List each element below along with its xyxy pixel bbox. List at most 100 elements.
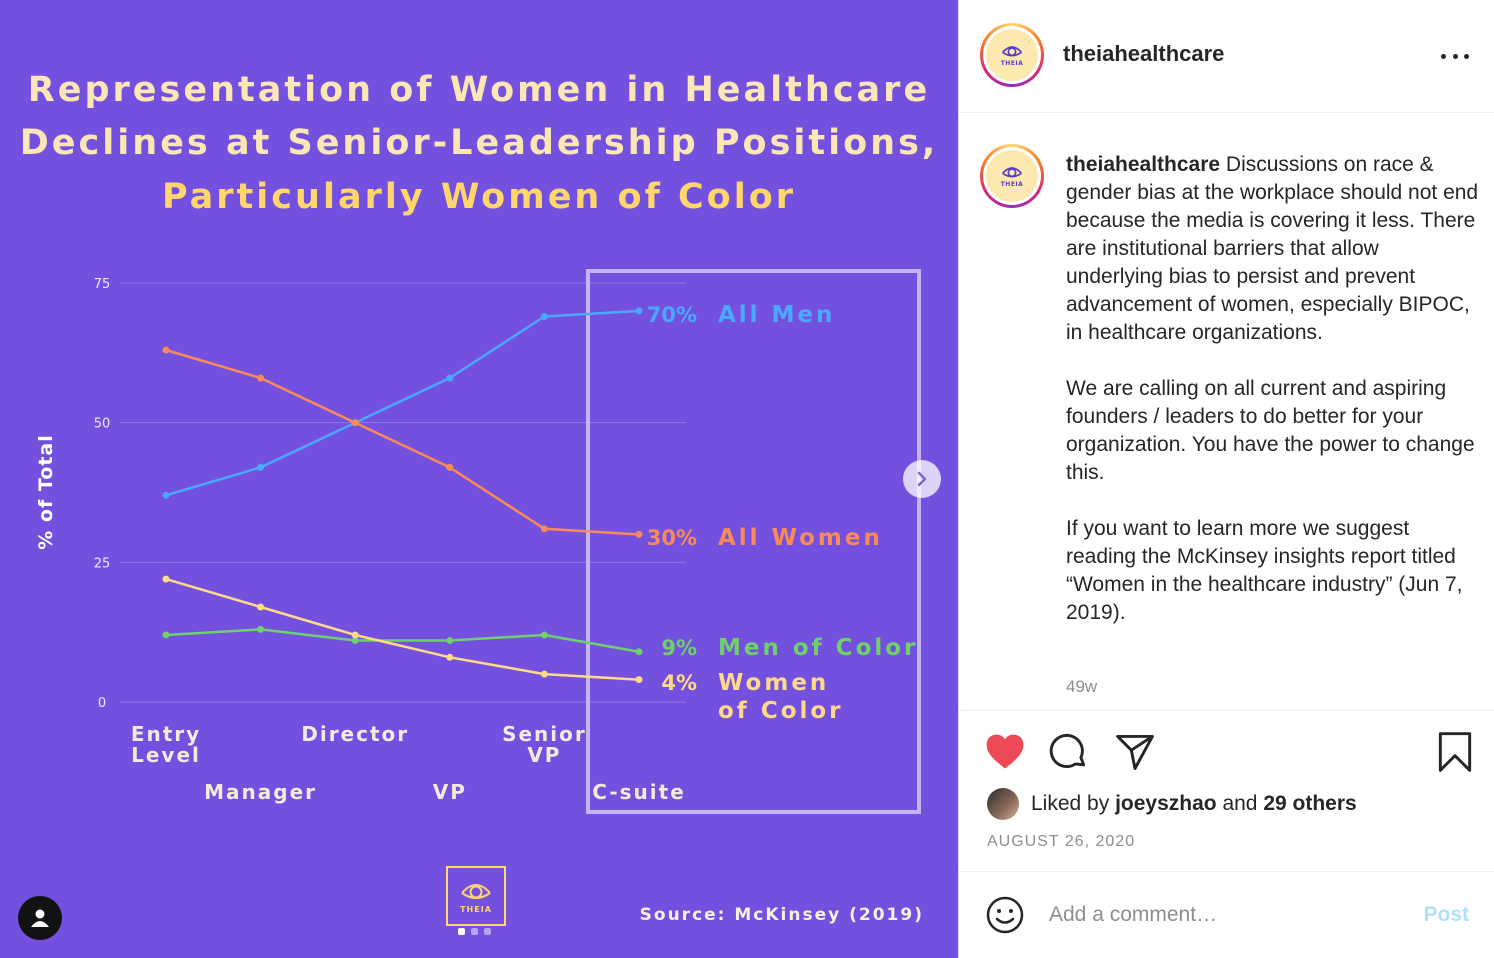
data-point — [446, 637, 454, 645]
series-name-label: All Men — [718, 302, 835, 328]
likes-others[interactable]: 29 others — [1263, 792, 1357, 815]
caption-avatar[interactable]: THEIA — [980, 144, 1044, 208]
carousel-dot — [471, 928, 478, 935]
y-axis-label: % of Total — [35, 434, 57, 550]
y-tick-label: 0 — [98, 696, 106, 711]
comment-icon — [1049, 733, 1086, 768]
data-point — [162, 346, 170, 354]
user-icon — [31, 909, 49, 927]
chart-title-line-3: Particularly Women of Color — [161, 177, 797, 217]
caption-username[interactable]: theiahealthcare — [1066, 153, 1221, 176]
data-point — [635, 648, 643, 656]
data-point — [540, 313, 548, 321]
header-avatar[interactable]: THEIA — [980, 23, 1044, 87]
liker-avatar[interactable] — [987, 788, 1019, 820]
series-name-label: All Women — [718, 525, 883, 551]
data-point — [351, 631, 359, 639]
data-point — [540, 631, 548, 639]
c-suite-highlight-box — [586, 269, 921, 814]
series-line-men-of-color — [165, 628, 640, 653]
post-comment-button[interactable]: Post — [1423, 903, 1469, 926]
emoji-button[interactable] — [985, 895, 1025, 935]
next-slide-button[interactable] — [903, 460, 941, 498]
data-point — [635, 676, 643, 684]
series-lines — [165, 309, 640, 681]
data-point — [446, 374, 454, 382]
data-point — [635, 307, 643, 315]
data-point — [540, 670, 548, 678]
y-axis-ticks: 0 25 50 75 — [94, 277, 111, 711]
data-point — [635, 530, 643, 538]
data-point — [257, 463, 265, 471]
chart-gridlines — [120, 282, 686, 703]
theia-eye-icon — [1002, 167, 1022, 178]
like-button[interactable] — [983, 730, 1027, 774]
liker-username[interactable]: joeyszhao — [1115, 792, 1217, 815]
post-image: Representation of Women in Healthcare De… — [0, 0, 958, 958]
data-point — [162, 575, 170, 583]
chevron-right-icon — [917, 471, 927, 487]
theia-logo: THEIA — [446, 866, 506, 926]
caption-paragraph-3: If you want to learn more we suggest rea… — [1066, 517, 1463, 624]
data-point — [162, 491, 170, 499]
paper-plane-icon — [1116, 734, 1154, 770]
x-category-label: Senior VP — [502, 722, 587, 767]
data-point — [257, 603, 265, 611]
smiley-icon — [986, 896, 1024, 934]
more-options-icon[interactable] — [1441, 46, 1469, 66]
avatar-brand-text: THEIA — [1000, 60, 1024, 67]
series-end-value: 30% — [647, 526, 697, 550]
comment-button[interactable] — [1047, 730, 1091, 774]
carousel-dot — [484, 928, 491, 935]
data-point — [257, 625, 265, 633]
source-citation: Source: McKinsey (2019) — [639, 905, 924, 925]
series-points — [162, 307, 643, 684]
carousel-dot — [458, 928, 465, 935]
y-tick-label: 75 — [94, 277, 111, 292]
likes-summary: Liked by joeyszhao and 29 others — [987, 788, 1357, 820]
header-username[interactable]: theiahealthcare — [1063, 41, 1225, 66]
data-point — [257, 374, 265, 382]
comment-form: Post — [959, 873, 1494, 958]
tagged-users-button[interactable] — [18, 896, 62, 940]
bookmark-icon — [1438, 732, 1472, 772]
post-caption: theiahealthcare Discussions on race & ge… — [1066, 151, 1481, 655]
data-point — [446, 463, 454, 471]
heart-icon — [986, 734, 1024, 769]
theia-eye-icon — [461, 883, 491, 899]
caption-paragraph-2: We are calling on all current and aspiri… — [1066, 377, 1475, 484]
post-date: AUGUST 26, 2020 — [987, 833, 1136, 850]
x-category-label: Manager — [204, 780, 317, 804]
avatar-brand-text: THEIA — [1000, 181, 1024, 188]
save-button[interactable] — [1433, 730, 1477, 774]
post-sidebar: THEIA theiahealthcare THEIA theiahealth — [958, 0, 1494, 958]
data-point — [540, 525, 548, 533]
chart-title-line-2: Declines at Senior-Leadership Positions, — [19, 123, 939, 163]
likes-prefix: Liked by — [1031, 792, 1110, 815]
series-end-labels: 70% All Men 30% All Women 9% Men of Color 4% Wo… — [647, 302, 918, 724]
comment-input[interactable] — [1049, 897, 1389, 933]
data-point — [351, 637, 359, 645]
series-end-value: 4% — [661, 671, 697, 695]
caption-area: THEIA theiahealthcare Discussions on rac… — [959, 114, 1494, 711]
data-point — [446, 653, 454, 661]
post-actions: Liked by joeyszhao and 29 others AUGUST … — [959, 712, 1494, 872]
series-end-value: 9% — [661, 636, 697, 660]
post-age[interactable]: 49w — [1066, 677, 1098, 696]
carousel-indicator — [458, 928, 491, 935]
theia-eye-icon — [1002, 46, 1022, 57]
series-name-label: Men of Color — [718, 635, 918, 661]
chart-title-line-1: Representation of Women in Healthcare — [27, 70, 931, 110]
x-category-label: VP — [433, 780, 467, 804]
x-category-label: Entry Level — [131, 722, 201, 767]
series-line-all-men — [165, 309, 640, 497]
y-tick-label: 50 — [94, 417, 111, 432]
likes-middle: and — [1222, 792, 1258, 815]
series-end-value: 70% — [647, 303, 697, 327]
data-point — [162, 631, 170, 639]
data-point — [351, 419, 359, 427]
share-button[interactable] — [1113, 730, 1157, 774]
caption-paragraph-1: Discussions on race & gender bias at the… — [1066, 153, 1479, 344]
